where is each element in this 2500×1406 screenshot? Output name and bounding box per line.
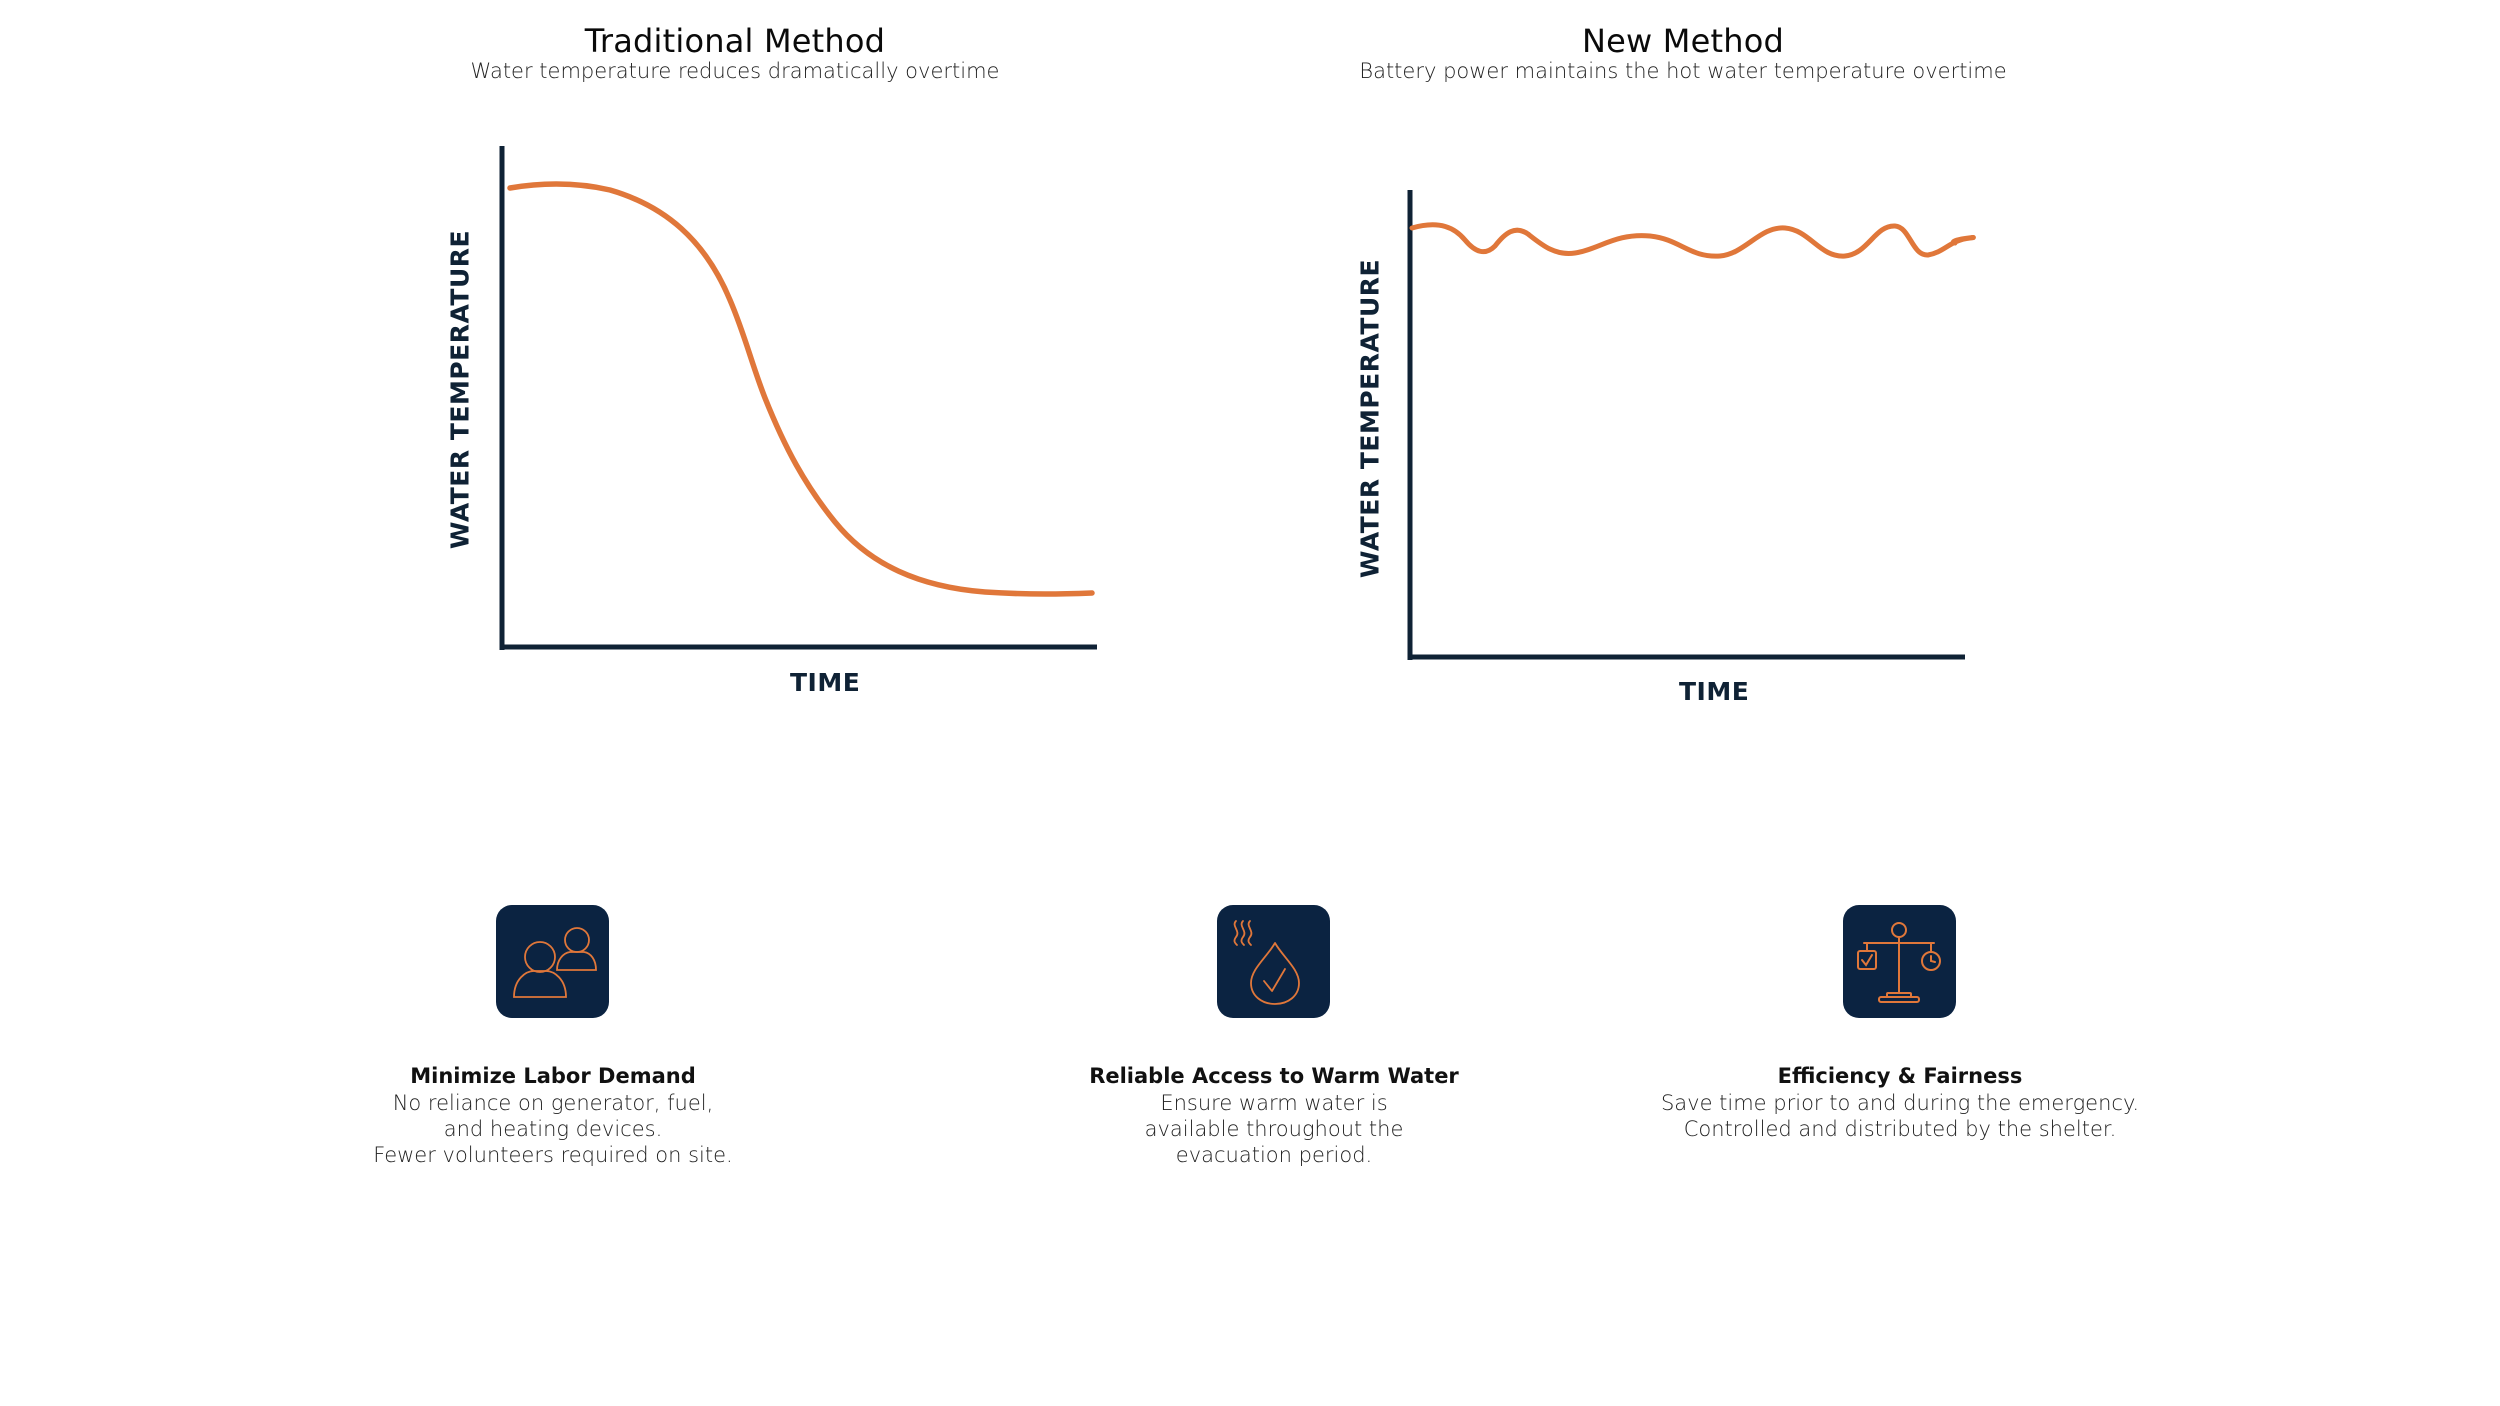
- feature-title: Reliable Access to Warm Water: [1089, 1064, 1459, 1088]
- water-drop-check-icon: [1217, 905, 1330, 1018]
- y-axis-label-new: WATER TEMPERATURE: [1355, 258, 1385, 579]
- feature-line: Fewer volunteers required on site.: [373, 1143, 733, 1167]
- feature-minimize-labor: Minimize Labor Demand No reliance on gen…: [253, 1063, 853, 1168]
- feature-line: and heating devices.: [443, 1117, 663, 1141]
- feature-line: No reliance on generator, fuel,: [392, 1091, 714, 1115]
- people-icon: [496, 905, 609, 1018]
- feature-title: Efficiency & Fairness: [1777, 1064, 2023, 1088]
- feature-line: Ensure warm water is: [1160, 1091, 1388, 1115]
- feature-reliable-access: Reliable Access to Warm Water Ensure war…: [974, 1063, 1574, 1168]
- temperature-steady-curve: [1409, 222, 1976, 259]
- x-axis-label-traditional: TIME: [790, 668, 861, 697]
- feature-line: Save time prior to and during the emerge…: [1660, 1091, 2140, 1115]
- feature-efficiency-fairness: Efficiency & Fairness Save time prior to…: [1600, 1063, 2200, 1142]
- balance-scale-icon: [1843, 905, 1956, 1018]
- feature-title: Minimize Labor Demand: [410, 1064, 696, 1088]
- feature-line: evacuation period.: [1175, 1143, 1373, 1167]
- x-axis-label-new: TIME: [1679, 677, 1750, 706]
- chart-subtitle-new: Battery power maintains the hot water te…: [1359, 59, 2007, 83]
- chart-title-traditional: Traditional Method: [584, 22, 886, 60]
- feature-line: Controlled and distributed by the shelte…: [1683, 1117, 2117, 1141]
- chart-subtitle-traditional: Water temperature reduces dramatically o…: [470, 59, 1000, 83]
- chart-title-new: New Method: [1582, 22, 1784, 60]
- temperature-decay-curve: [507, 181, 1095, 597]
- feature-line: available throughout the: [1144, 1117, 1404, 1141]
- y-axis-label-traditional: WATER TEMPERATURE: [445, 229, 475, 550]
